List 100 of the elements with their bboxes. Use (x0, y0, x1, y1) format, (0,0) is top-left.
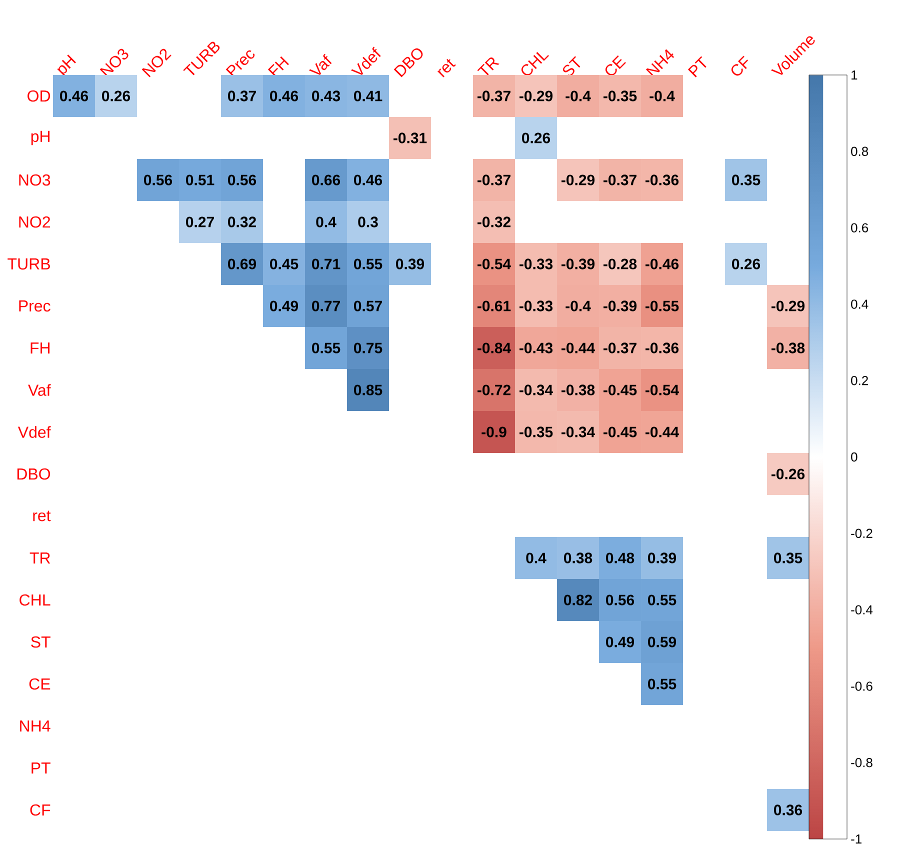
y-tick-label: NH4 (20, 720, 50, 732)
data-label: -0.44 (561, 342, 596, 354)
data-label: 0.39 (648, 552, 676, 564)
color-bar-label: -0.2 (851, 528, 872, 538)
data-label: -0.45 (603, 426, 637, 438)
data-label: 0.43 (312, 90, 340, 102)
data-label: 0.4 (316, 216, 336, 228)
data-label: 0.75 (354, 342, 382, 354)
data-label: 0.49 (270, 300, 298, 312)
x-tick-label: Prec (226, 50, 255, 78)
y-tick-label: NO2 (19, 216, 50, 228)
data-label: 0.46 (60, 90, 88, 102)
color-bar-label: -0.8 (851, 758, 872, 768)
data-label: -0.28 (603, 258, 637, 270)
x-tick-label: NO3 (100, 48, 128, 78)
data-label: -0.33 (519, 258, 553, 270)
y-tick-label: TURB (8, 258, 50, 270)
data-label: -0.9 (482, 426, 506, 438)
data-label: -0.84 (477, 342, 512, 354)
data-label: 0.56 (606, 594, 634, 606)
data-label: -0.54 (645, 384, 680, 396)
y-tick-label: FH (30, 342, 50, 354)
data-label: -0.38 (561, 384, 595, 396)
data-label: -0.39 (603, 300, 637, 312)
color-bar-label: -0.4 (851, 605, 873, 614)
color-bar-label: -1 (851, 834, 862, 844)
data-label: -0.29 (561, 174, 595, 186)
data-label: -0.37 (603, 342, 636, 354)
data-label: 0.55 (648, 678, 676, 690)
data-label: -0.37 (477, 174, 510, 186)
data-label: -0.31 (393, 132, 427, 144)
data-label: 0.26 (102, 90, 130, 102)
data-label: 0.46 (354, 174, 382, 186)
color-bar-label: -0.6 (851, 682, 872, 691)
data-label: -0.35 (603, 90, 637, 102)
y-tick-label: TR (30, 552, 50, 564)
x-tick-label: CE (605, 55, 626, 76)
data-label: -0.4 (650, 90, 675, 102)
data-label: -0.37 (477, 90, 510, 102)
data-label: -0.26 (771, 468, 805, 480)
data-label: -0.43 (519, 342, 553, 354)
data-label: 0.37 (228, 90, 256, 102)
data-label: -0.4 (566, 90, 591, 102)
color-bar-label: 1 (852, 70, 858, 80)
data-label: 0.56 (228, 174, 256, 186)
data-label: 0.46 (270, 90, 298, 102)
data-label: 0.49 (606, 636, 634, 648)
y-tick-label: CF (30, 804, 50, 816)
color-bar-label: 0.4 (851, 300, 868, 309)
y-tick-label: ret (33, 510, 51, 522)
x-tick-label: PT (688, 56, 706, 78)
data-label: 0.82 (564, 594, 592, 606)
data-label: -0.46 (645, 258, 679, 270)
data-label: 0.26 (732, 258, 760, 270)
data-label: 0.55 (354, 258, 382, 270)
data-label: 0.39 (396, 258, 424, 270)
color-bar-label: 0.2 (851, 376, 868, 386)
x-tick-label: ret (437, 58, 456, 78)
data-label: -0.54 (477, 258, 512, 270)
x-tick-label: CF (731, 56, 748, 76)
data-label: 0.55 (648, 594, 676, 606)
y-tick-label: Prec (19, 300, 50, 312)
y-tick-label: DBO (17, 468, 50, 480)
data-label: 0.51 (186, 174, 214, 186)
y-tick-label: Vaf (28, 384, 51, 396)
data-label: -0.37 (603, 174, 636, 186)
data-label: 0.35 (732, 174, 760, 186)
data-label: -0.4 (566, 300, 591, 312)
data-label: -0.34 (519, 384, 554, 396)
data-label: -0.34 (561, 426, 596, 438)
data-label: -0.36 (645, 174, 679, 186)
y-tick-label: NO3 (19, 174, 50, 186)
data-label: 0.36 (774, 804, 802, 816)
data-label: -0.32 (477, 216, 510, 228)
data-label: 0.71 (312, 258, 340, 270)
data-label: 0.41 (354, 90, 382, 102)
data-label: 0.45 (270, 258, 298, 270)
color-bar-label: 0.8 (851, 146, 868, 156)
data-label: 0.4 (526, 552, 546, 564)
data-label: 0.55 (312, 342, 340, 354)
y-tick-label: PT (32, 762, 50, 774)
y-tick-label: ST (31, 636, 50, 648)
color-bar-label: 0 (851, 452, 858, 462)
data-label: 0.32 (228, 216, 256, 228)
data-label: 0.59 (648, 636, 676, 648)
data-label: 0.85 (354, 384, 382, 396)
color-bar-label: 0.6 (851, 223, 868, 232)
data-label: -0.33 (519, 300, 553, 312)
data-label: -0.55 (645, 300, 679, 312)
data-label: 0.38 (564, 552, 592, 564)
data-label: 0.3 (358, 216, 378, 228)
data-label: 0.48 (606, 552, 634, 564)
data-label: 0.56 (144, 174, 172, 186)
data-label: -0.45 (603, 384, 637, 396)
data-label: -0.36 (645, 342, 679, 354)
data-label: 0.35 (774, 552, 802, 564)
data-label: -0.29 (771, 300, 805, 312)
data-label: -0.29 (519, 90, 553, 102)
data-label: 0.26 (522, 132, 550, 144)
x-tick-label: NH4 (646, 49, 674, 78)
